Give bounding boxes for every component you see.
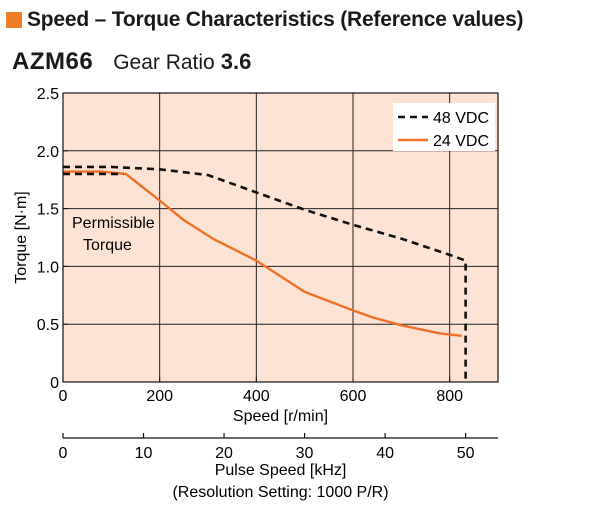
- legend-label-24vdc: 24 VDC: [433, 133, 489, 150]
- x-tick-label: 0: [59, 388, 68, 405]
- pulse-tick-label: 40: [376, 445, 394, 462]
- y-tick-label: 1.5: [37, 202, 59, 219]
- pulse-tick-label: 30: [296, 445, 314, 462]
- permissible-torque-annotation: Permissible Torque: [69, 210, 159, 257]
- pulse-speed-label: Pulse Speed [kHz]: [215, 462, 347, 479]
- legend: 48 VDC 24 VDC: [393, 103, 495, 151]
- accent-square: [6, 12, 22, 28]
- y-tick-label: 2.5: [37, 86, 59, 103]
- y-tick-label: 0: [50, 375, 59, 392]
- y-axis-label: Torque [N·m]: [13, 191, 30, 283]
- gear-ratio-value: 3.6: [220, 49, 252, 74]
- axis-ticks: 0 200 400 600 800 0 0.5 1.0 1.5 2.0 2.5: [37, 86, 463, 405]
- annotation-line-1: Permissible: [72, 215, 155, 232]
- pulse-speed-axis: 0 10 20 30 40 50: [59, 433, 498, 462]
- x-tick-label: 800: [436, 388, 463, 405]
- y-tick-label: 2.0: [37, 144, 59, 161]
- pulse-tick-label: 20: [215, 445, 233, 462]
- gear-ratio-label: Gear Ratio: [113, 51, 215, 74]
- resolution-setting-label: (Resolution Setting: 1000 P/R): [172, 484, 388, 501]
- pulse-tick-label: 50: [457, 445, 475, 462]
- legend-label-48vdc: 48 VDC: [433, 110, 489, 127]
- model-line: AZM66 Gear Ratio 3.6: [12, 48, 251, 76]
- model-name: AZM66: [12, 48, 94, 75]
- x-tick-label: 200: [146, 388, 173, 405]
- x-tick-label: 600: [340, 388, 367, 405]
- series-layer: [63, 165, 467, 382]
- series-24vdc-line: [63, 170, 462, 337]
- annotation-line-2: Torque: [83, 237, 132, 254]
- chart-header: Speed – Torque Characteristics (Referenc…: [6, 8, 524, 32]
- x-axis-label: Speed [r/min]: [233, 408, 328, 425]
- pulse-tick-label: 10: [135, 445, 153, 462]
- annotation-background: [69, 210, 159, 257]
- chart-section-title: Speed – Torque Characteristics (Referenc…: [27, 8, 524, 31]
- legend-background: [393, 103, 495, 151]
- x-tick-label: 400: [243, 388, 270, 405]
- plot-frame: [62, 92, 499, 383]
- y-tick-label: 0.5: [37, 317, 59, 334]
- y-tick-label: 1.0: [37, 259, 59, 276]
- pulse-tick-label: 0: [59, 445, 68, 462]
